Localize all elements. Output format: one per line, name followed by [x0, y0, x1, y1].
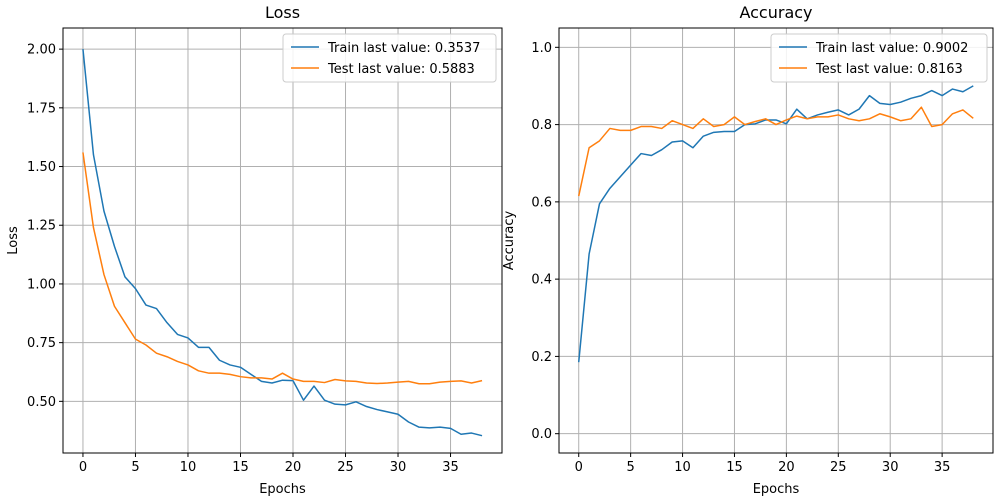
- x-axis-label: Epochs: [753, 482, 800, 497]
- x-axis-label: Epochs: [259, 482, 306, 497]
- series-line-train: [82, 49, 483, 437]
- y-tick-label: 0.8: [531, 118, 552, 133]
- y-axis-label: Accuracy: [502, 211, 517, 271]
- legend-entry: Test last value: 0.8163: [815, 62, 963, 77]
- y-tick-label: 0.2: [531, 350, 552, 365]
- y-tick-label: 1.50: [27, 160, 56, 175]
- grid: [63, 28, 502, 453]
- x-tick-label: 30: [390, 460, 407, 475]
- y-tick-label: 0.0: [531, 427, 552, 442]
- y-tick-label: 1.00: [27, 277, 56, 292]
- x-tick-label: 35: [934, 460, 951, 475]
- legend-box: [282, 33, 497, 83]
- y-tick-label: 0.4: [531, 273, 552, 288]
- y-tick-label: 0.50: [27, 395, 56, 410]
- chart-title: Accuracy: [739, 3, 812, 22]
- legend-box: [770, 33, 988, 83]
- x-tick-label: 10: [674, 460, 691, 475]
- x-tick-label: 15: [726, 460, 743, 475]
- axes-frame: [62, 27, 503, 454]
- accuracy-panel: 0 5 10 15 20 25 30 35 0.0 0.2 0.4 0.6 0.8 1.0 Accuracy…: [502, 3, 994, 497]
- x-tick-label: 10: [180, 460, 197, 475]
- y-tick-label: 1.0: [531, 41, 552, 56]
- legend-entry: Test last value: 0.5883: [327, 62, 475, 77]
- x-tick-label: 20: [285, 460, 302, 475]
- x-tick-label: 30: [882, 460, 899, 475]
- loss-panel: 0 5 10 15 20 25 30 35 0.50 0.75 1.00 1.25 1.50 1.75 2.…: [6, 3, 503, 497]
- x-tick-label: 25: [337, 460, 354, 475]
- x-tick-label: 0: [79, 460, 87, 475]
- legend-entry: Train last value: 0.9002: [815, 41, 968, 56]
- y-tick-label: 1.75: [27, 101, 56, 116]
- x-tick-label: 0: [575, 460, 583, 475]
- y-tick-label: 1.25: [27, 219, 56, 234]
- y-tick-label: 0.6: [531, 195, 552, 210]
- x-tick-label: 35: [442, 460, 459, 475]
- legend: Train last value: 0.9002 Test last value:…: [770, 33, 988, 83]
- legend: Train last value: 0.3537 Test last value:…: [282, 33, 497, 83]
- y-tick-label: 0.75: [27, 336, 56, 351]
- x-tick-label: 15: [232, 460, 249, 475]
- series-line-test: [577, 106, 974, 197]
- series-line-train: [577, 85, 974, 363]
- x-tick-label: 25: [830, 460, 847, 475]
- axes-frame: [558, 27, 994, 454]
- legend-entry: Train last value: 0.3537: [327, 41, 480, 56]
- series-line-test: [82, 152, 483, 385]
- x-tick-label: 5: [627, 460, 635, 475]
- chart-title: Loss: [265, 3, 300, 22]
- x-tick-label: 20: [778, 460, 795, 475]
- y-axis-label: Loss: [6, 226, 21, 255]
- y-tick-label: 2.00: [27, 43, 56, 58]
- x-tick-label: 5: [131, 460, 139, 475]
